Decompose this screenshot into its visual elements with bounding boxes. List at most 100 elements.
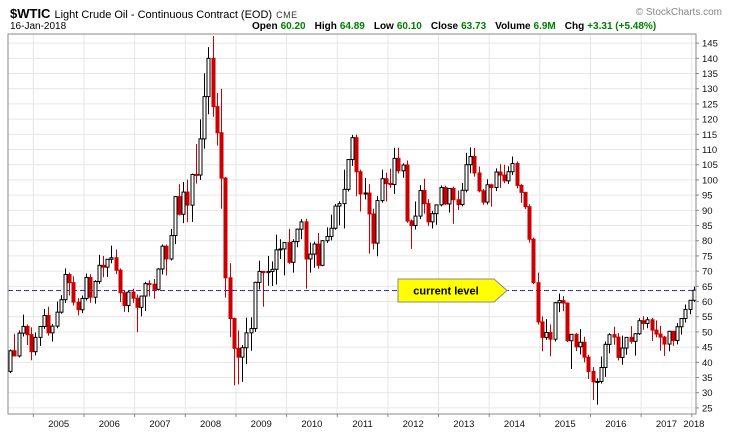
- candle-body: [515, 163, 520, 186]
- candle-body: [67, 273, 72, 284]
- candle-body: [240, 347, 245, 358]
- y-axis-label: 40: [702, 358, 713, 369]
- candle-body: [88, 277, 93, 298]
- candle-body: [557, 300, 562, 304]
- candle-body: [215, 106, 220, 134]
- candle-body: [295, 228, 300, 243]
- candle-body: [607, 334, 612, 345]
- candle-body: [561, 300, 566, 304]
- candle-body: [637, 320, 642, 335]
- candle-body: [477, 172, 482, 192]
- candle-body: [211, 57, 216, 108]
- candle-body: [139, 295, 144, 308]
- candle-body: [261, 270, 266, 274]
- candle-body: [278, 248, 283, 251]
- candle-body: [17, 332, 22, 357]
- exchange-label: CME: [276, 10, 298, 20]
- candle-body: [282, 242, 287, 250]
- candle-body: [249, 328, 254, 334]
- candle-body: [413, 215, 418, 227]
- y-axis-label: 65: [702, 282, 713, 293]
- open-value: 60.20: [280, 21, 306, 32]
- candle-body: [12, 350, 17, 357]
- candle-body: [396, 157, 401, 172]
- candle-body: [329, 227, 334, 237]
- candle-body: [494, 171, 499, 189]
- candle-body: [439, 187, 444, 206]
- candle-body: [434, 204, 439, 215]
- candle-body: [574, 333, 579, 348]
- candle-body: [569, 333, 574, 342]
- candle-body: [270, 268, 275, 272]
- candle-body: [422, 190, 427, 205]
- candle-body: [320, 240, 325, 266]
- candle-body: [536, 282, 541, 323]
- x-axis-label: 2017: [656, 419, 677, 430]
- x-axis-label: 2015: [555, 419, 576, 430]
- candle-body: [464, 164, 469, 191]
- candle-body: [232, 318, 237, 349]
- candle-body: [173, 196, 178, 237]
- candle-body: [84, 277, 89, 299]
- current-level-label: current level: [413, 286, 478, 298]
- candle-body: [135, 297, 140, 308]
- candle-body: [384, 178, 389, 185]
- candle-body: [679, 318, 684, 328]
- candle-body: [160, 245, 165, 270]
- candle-body: [456, 199, 461, 206]
- quote-date: 16-Jan-2018: [10, 21, 67, 32]
- candle-body: [194, 173, 199, 176]
- candle-body: [519, 184, 524, 193]
- x-axis-label: 2006: [99, 419, 120, 430]
- candle-body: [616, 336, 621, 358]
- candle-body: [219, 132, 224, 179]
- candle-body: [405, 164, 410, 222]
- candle-body: [485, 184, 490, 203]
- candle-body: [350, 137, 355, 161]
- candle-body: [50, 325, 55, 334]
- candle-body: [25, 325, 30, 336]
- candle-body: [683, 308, 688, 320]
- y-axis-label: 135: [702, 69, 718, 80]
- candle-body: [624, 336, 629, 349]
- candle-body: [633, 333, 638, 342]
- volume-label: Volume: [495, 21, 531, 32]
- candle-body: [401, 164, 406, 172]
- candle-body: [645, 319, 650, 324]
- candle-body: [582, 341, 587, 358]
- candle-body: [38, 325, 43, 338]
- close-value: 63.73: [461, 21, 487, 32]
- ticker-symbol: $WTIC: [10, 6, 51, 21]
- candle-body: [342, 188, 347, 205]
- y-axis-label: 130: [702, 84, 718, 95]
- instrument-title: Light Crude Oil - Continuous Contract (E…: [54, 9, 273, 21]
- candle-body: [599, 366, 604, 382]
- candle-body: [42, 315, 47, 327]
- candle-body: [59, 299, 64, 313]
- candle-body: [55, 311, 60, 327]
- candle-body: [371, 213, 376, 244]
- candle-body: [236, 347, 241, 358]
- candle-body: [620, 347, 625, 358]
- candle-body: [409, 220, 414, 227]
- y-axis-label: 35: [702, 373, 713, 384]
- high-value: 64.89: [339, 21, 365, 32]
- x-axis-label: 2014: [504, 419, 525, 430]
- candle-body: [688, 299, 693, 310]
- candle-body: [667, 330, 672, 345]
- y-axis-label: 70: [702, 267, 713, 278]
- candle-body: [451, 187, 456, 201]
- candle-body: [502, 174, 507, 182]
- x-axis-label: 2012: [403, 419, 424, 430]
- candle-body: [181, 191, 186, 215]
- candle-body: [266, 270, 271, 274]
- candle-body: [358, 171, 363, 195]
- gridlines: [8, 34, 696, 414]
- y-axis-label: 125: [702, 99, 718, 110]
- candle-body: [553, 302, 558, 340]
- candle-body: [388, 183, 393, 186]
- high-label: High: [314, 21, 337, 32]
- candle-body: [287, 242, 292, 263]
- candle-body: [198, 138, 203, 176]
